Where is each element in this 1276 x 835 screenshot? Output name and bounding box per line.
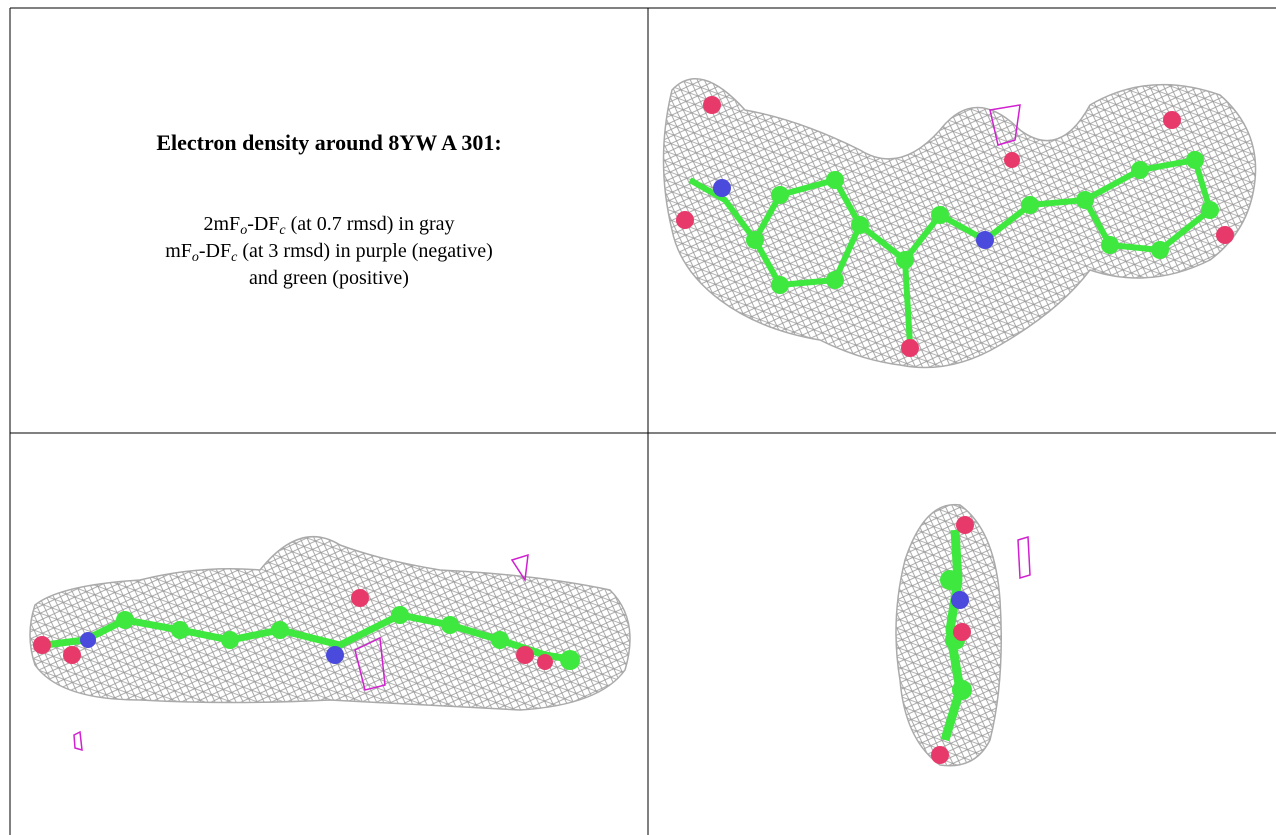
caption-text: -DF (247, 213, 280, 235)
caption-text: (at 3 rmsd) in purple (negative) (237, 240, 493, 262)
caption-title: Electron density around 8YW A 301: (156, 130, 502, 155)
density-view-top (662, 78, 1257, 369)
caption-text: (at 0.7 rmsd) in gray (285, 213, 455, 235)
caption-text: -DF (198, 240, 232, 262)
subscript: o (240, 223, 248, 238)
subscript: c (279, 223, 286, 238)
caption-text: mF (165, 240, 192, 262)
caption-line: 2mFo-DFc (at 0.7 rmsd) in gray (10, 211, 648, 238)
caption-line: and green (positive) (10, 265, 648, 292)
subscript: o (191, 250, 199, 265)
caption-text: and green (positive) (249, 267, 409, 289)
density-view-side (29, 535, 631, 752)
subscript: c (231, 250, 238, 265)
caption-cell: Electron density around 8YW A 301: 2mFo-… (10, 8, 648, 433)
density-view-end (895, 503, 1031, 767)
caption-line: mFo-DFc (at 3 rmsd) in purple (negative) (10, 238, 648, 265)
table-borders (9, 7, 1276, 835)
caption-lines: 2mFo-DFc (at 0.7 rmsd) in gray mFo-DFc (a… (10, 211, 648, 292)
caption-text: 2mF (203, 213, 241, 235)
